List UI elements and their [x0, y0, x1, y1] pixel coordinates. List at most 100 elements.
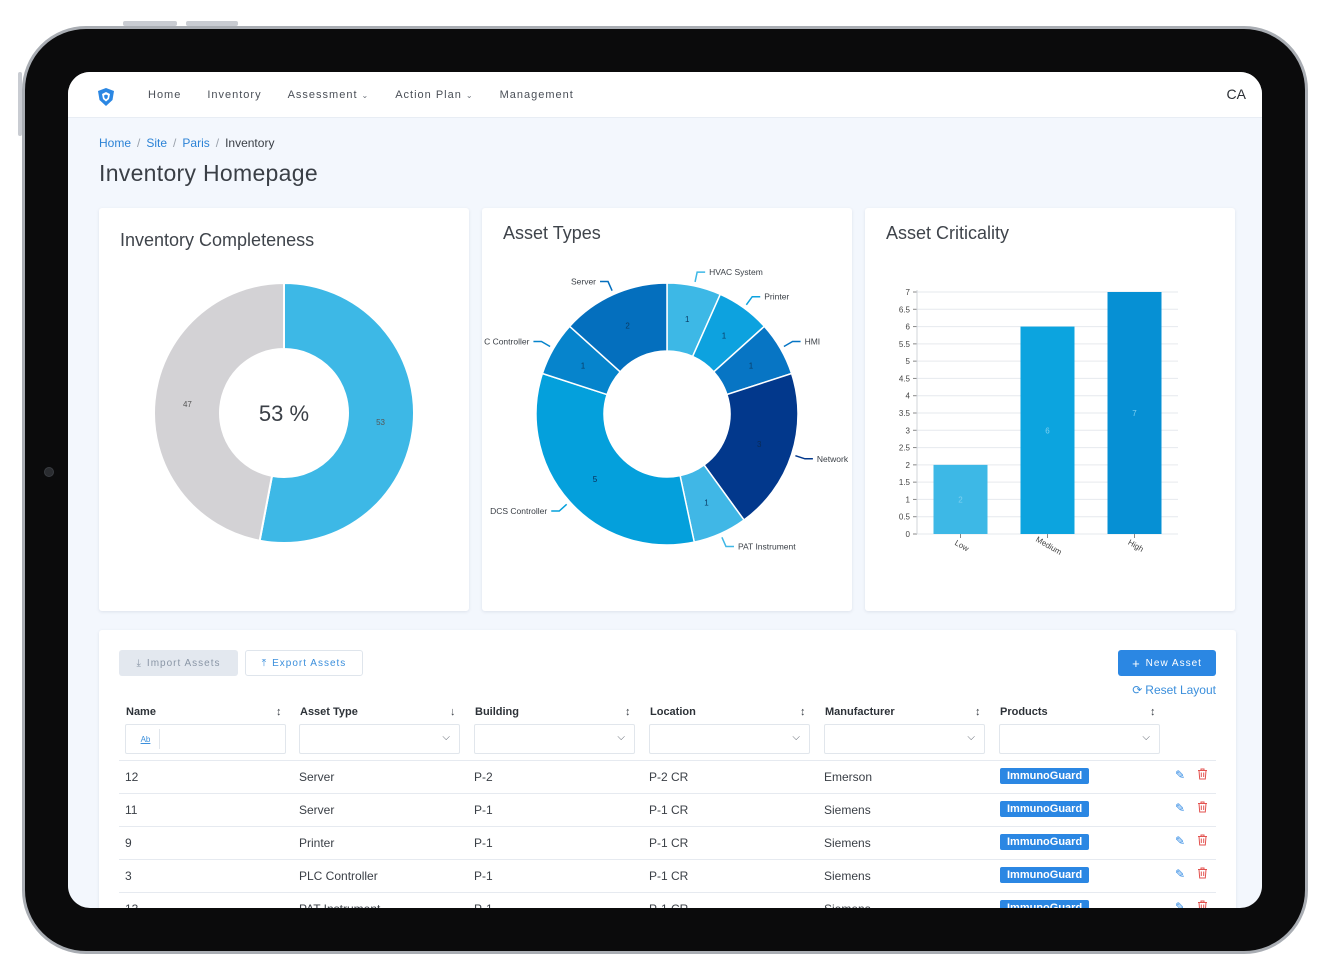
y-tick-label: 3	[906, 426, 911, 435]
cell-manufacturer: Emerson	[824, 770, 873, 784]
sort-icon[interactable]: ↕	[625, 706, 631, 718]
column-filter-select[interactable]: ⌵	[649, 724, 810, 754]
table-row[interactable]: 9 Printer P-1 P-1 CR Siemens ImmunoGuard ✎	[119, 826, 1216, 859]
completeness-title: Inventory Completeness	[120, 230, 315, 250]
cell-manufacturer: Siemens	[824, 869, 871, 883]
nav-item-action-plan[interactable]: Action Plan ⌄	[395, 89, 473, 101]
cell-name: 11	[125, 803, 138, 817]
column-filter-select[interactable]: ⌵	[824, 724, 985, 754]
asset-type-label: Printer	[764, 292, 789, 302]
sort-icon[interactable]: ↕	[276, 706, 282, 718]
reset-layout-link[interactable]: ⟳ Reset Layout	[1132, 683, 1216, 697]
product-badge[interactable]: ImmunoGuard	[1000, 900, 1090, 908]
asset-type-slice[interactable]	[535, 372, 696, 546]
asset-type-leader	[551, 503, 568, 512]
asset-type-leader	[694, 271, 706, 283]
import-assets-button[interactable]: ⤓ Import Assets	[119, 650, 238, 676]
x-tick-label: Medium	[1034, 535, 1063, 557]
camera-icon	[44, 467, 54, 477]
name-filter-input[interactable]: Ab	[125, 724, 286, 754]
asset-type-leader	[795, 455, 813, 460]
nav-item-assessment[interactable]: Assessment ⌄	[288, 89, 370, 101]
bar-value-label: 7	[1132, 409, 1137, 418]
export-assets-button[interactable]: ⤒ Export Assets	[245, 650, 363, 676]
product-badge[interactable]: ImmunoGuard	[1000, 768, 1090, 784]
column-filter-select[interactable]: ⌵	[474, 724, 635, 754]
pencil-icon[interactable]: ✎	[1175, 768, 1186, 782]
breadcrumb-home[interactable]: Home	[99, 136, 132, 150]
cell-manufacturer: Siemens	[824, 902, 871, 908]
nav-item-inventory[interactable]: Inventory	[207, 89, 261, 101]
import-assets-label: Import Assets	[146, 657, 221, 669]
asset-type-value: 1	[722, 332, 727, 341]
trash-icon[interactable]	[1197, 801, 1208, 816]
column-header-building[interactable]: Building	[475, 706, 519, 718]
column-header-location[interactable]: Location	[650, 706, 696, 718]
asset-type-label: HMI	[805, 337, 821, 347]
nav-item-management[interactable]: Management	[500, 89, 574, 101]
y-tick-label: 4	[906, 392, 911, 401]
pencil-icon[interactable]: ✎	[1175, 834, 1186, 848]
product-badge[interactable]: ImmunoGuard	[1000, 834, 1090, 850]
column-header-manufacturer[interactable]: Manufacturer	[825, 706, 895, 718]
trash-icon[interactable]	[1197, 834, 1208, 849]
asset-type-label: DCS Controller	[490, 506, 547, 516]
product-badge[interactable]: ImmunoGuard	[1000, 801, 1090, 817]
column-header-products[interactable]: Products	[1000, 706, 1048, 718]
trash-icon[interactable]	[1197, 900, 1208, 908]
pencil-icon[interactable]: ✎	[1175, 900, 1186, 908]
y-tick-label: 6.5	[899, 305, 911, 314]
bar-high[interactable]	[1107, 292, 1162, 534]
chevron-down-icon: ⌵	[442, 732, 450, 743]
new-asset-button[interactable]: + New Asset	[1118, 650, 1216, 676]
y-tick-label: 1.5	[899, 478, 911, 487]
sort-icon[interactable]: ↕	[1150, 706, 1156, 718]
table-row[interactable]: 13 PAT Instrument P-1 P-1 CR Siemens ImmunoGu…	[119, 892, 1216, 908]
sort-icon[interactable]: ↕	[800, 706, 806, 718]
user-avatar[interactable]: CA	[1226, 86, 1246, 102]
column-header-asset-type[interactable]: Asset Type	[300, 706, 358, 718]
export-assets-label: Export Assets	[272, 657, 347, 669]
y-tick-label: 5	[906, 357, 911, 366]
asset-type-value: 1	[685, 315, 690, 324]
cell-manufacturer: Siemens	[824, 836, 871, 850]
y-tick-label: 4.5	[899, 374, 911, 383]
completeness-slice[interactable]	[153, 281, 285, 542]
chevron-down-icon: ⌄	[361, 90, 370, 100]
asset-type-value: 3	[757, 440, 762, 449]
shield-logo-icon[interactable]	[96, 87, 116, 107]
pencil-icon[interactable]: ✎	[1175, 801, 1186, 815]
column-filter-select[interactable]: ⌵	[999, 724, 1160, 754]
asset-type-slice[interactable]	[702, 372, 799, 522]
breadcrumb-city[interactable]: Paris	[182, 136, 210, 150]
chevron-down-icon: ⌵	[967, 732, 975, 743]
pencil-icon[interactable]: ✎	[1175, 867, 1186, 881]
asset-criticality-card: Asset Criticality 0 0.5 1 1.5 2 2.5 3 3.5 4 4.5 5 5…	[865, 208, 1235, 611]
trash-icon[interactable]	[1197, 867, 1208, 882]
column-filter-select[interactable]: ⌵	[299, 724, 460, 754]
cell-name: 3	[125, 869, 132, 883]
cell-type: Server	[299, 770, 335, 784]
nav-item-home[interactable]: Home	[148, 89, 181, 101]
completeness-slice[interactable]	[258, 281, 415, 544]
sort-icon[interactable]: ↕	[975, 706, 981, 718]
table-row[interactable]: 12 Server P-2 P-2 CR Emerson ImmunoGuard ✎	[119, 760, 1216, 793]
cell-type: Server	[299, 803, 335, 817]
product-badge[interactable]: ImmunoGuard	[1000, 867, 1090, 883]
column-header-name[interactable]: Name	[126, 706, 156, 718]
cell-building: P-1	[474, 869, 493, 883]
volume-button-2	[186, 21, 238, 26]
text-filter-icon[interactable]: Ab	[132, 729, 160, 749]
bar-low[interactable]	[933, 464, 988, 534]
bar-medium[interactable]	[1020, 326, 1075, 534]
sort-icon[interactable]: ↓	[450, 706, 456, 718]
power-button	[18, 72, 22, 136]
asset-type-value: 5	[593, 475, 598, 484]
trash-icon[interactable]	[1197, 768, 1208, 783]
cell-location: P-1 CR	[649, 836, 689, 850]
asset-type-slice[interactable]	[568, 282, 668, 373]
breadcrumb-site[interactable]: Site	[146, 136, 168, 150]
table-row[interactable]: 11 Server P-1 P-1 CR Siemens ImmunoGuard ✎	[119, 793, 1216, 826]
asset-type-leader	[745, 295, 761, 306]
table-row[interactable]: 3 PLC Controller P-1 P-1 CR Siemens ImmunoGua…	[119, 859, 1216, 892]
